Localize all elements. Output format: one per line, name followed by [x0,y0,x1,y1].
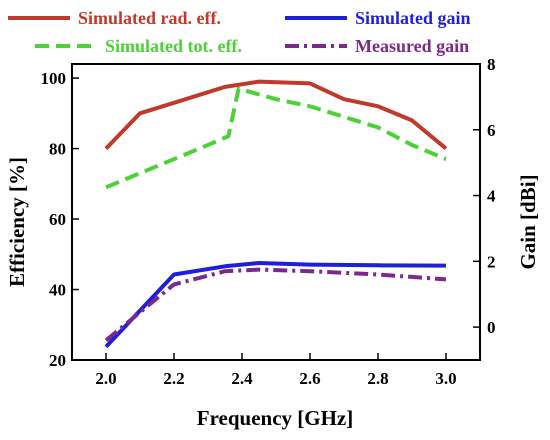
legend: Simulated rad. eff. Simulated gain Simulat… [8,8,471,56]
y-right-tick-label: 4 [487,187,496,206]
y-left-tick-label: 40 [49,281,66,300]
y-left-tick-label: 80 [49,140,66,159]
legend-label-1: Simulated tot. eff. [105,36,242,56]
legend-label-2: Simulated gain [355,8,471,28]
x-tick-label: 2.2 [163,369,184,388]
series-line-1 [105,86,447,190]
y-right-tick-label: 8 [487,55,496,74]
y-right-tick-label: 0 [487,318,496,337]
y-left-tick-label: 60 [49,210,66,229]
x-axis-title: Frequency [GHz] [197,406,354,430]
y-right-tick-label: 2 [487,252,496,271]
plot-series [104,79,448,349]
x-tick-label: 2.6 [299,369,320,388]
x-tick-label: 2.0 [95,369,116,388]
series-line-3 [104,267,447,342]
y-right-axis-title: Gain [dBi] [516,174,540,269]
x-tick-label: 2.4 [231,369,253,388]
y-left-tick-label: 100 [41,69,67,88]
axes: 2.0 2.2 2.4 2.6 2.8 3.0 20 40 60 80 100 0 2 4 6 8 [41,55,497,388]
series-line-0 [104,79,448,151]
series-line-2 [104,261,447,349]
y-left-axis-title: Efficiency [%] [5,157,29,287]
plot-frame [71,63,481,361]
y-right-tick-label: 6 [487,121,496,140]
x-tick-label: 2.8 [367,369,388,388]
legend-label-3: Measured gain [355,36,469,56]
y-left-tick-label: 20 [49,351,66,370]
x-tick-label: 3.0 [435,369,456,388]
legend-label-0: Simulated rad. eff. [78,8,221,28]
